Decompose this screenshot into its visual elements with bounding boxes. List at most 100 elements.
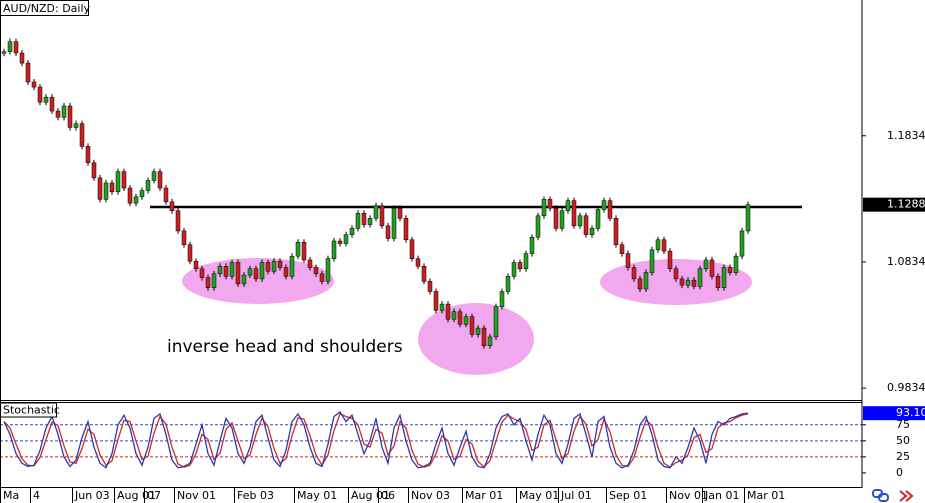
x-tick-label: 06 — [381, 489, 395, 502]
candle — [277, 260, 283, 268]
candle — [163, 187, 169, 203]
candle — [577, 215, 583, 227]
candle — [289, 255, 295, 277]
x-tick-label: May 01 — [519, 489, 559, 502]
candle — [133, 196, 139, 204]
candle — [547, 199, 553, 209]
candle — [187, 244, 193, 262]
candle — [295, 242, 301, 257]
candle — [265, 262, 271, 272]
candle — [361, 212, 367, 225]
candle — [73, 123, 79, 128]
x-tick-label: Jun 03 — [74, 489, 110, 502]
x-tick-label: 07 — [147, 489, 161, 502]
candle — [85, 146, 91, 164]
indicator-title: Stochastic — [3, 404, 60, 417]
candle — [691, 279, 697, 287]
y-tick-label: 1.0834 — [887, 255, 925, 268]
price-marker-label: 1.1288 — [887, 198, 925, 211]
stochastic-line — [3, 413, 749, 469]
candle — [259, 262, 265, 280]
candle — [139, 190, 145, 198]
candle — [211, 273, 217, 288]
candle — [529, 236, 535, 254]
candle — [553, 207, 559, 229]
candle — [199, 268, 205, 278]
candle — [481, 327, 487, 346]
candle — [355, 212, 361, 229]
x-tick-label: Nov 01 — [669, 489, 708, 502]
candle — [37, 86, 43, 103]
candle — [637, 278, 643, 290]
candle — [223, 265, 229, 277]
candle — [601, 200, 607, 210]
candle — [331, 240, 337, 259]
candle — [337, 240, 343, 244]
candle — [427, 281, 433, 292]
candle — [13, 41, 19, 54]
x-tick-label: Nov 03 — [411, 489, 450, 502]
candle — [55, 110, 61, 118]
scroll-icon[interactable] — [899, 490, 914, 502]
candle — [421, 265, 427, 282]
candle — [739, 230, 745, 257]
candle — [169, 201, 175, 211]
y-tick-label: 75 — [896, 418, 910, 431]
x-tick-label: Mar 01 — [747, 489, 785, 502]
chart-title: AUD/NZD: Daily — [3, 2, 91, 15]
candle — [241, 274, 247, 285]
candle — [733, 255, 739, 273]
candle — [79, 123, 85, 147]
candle — [715, 276, 721, 288]
x-tick-label: Sep 01 — [609, 489, 647, 502]
candle — [49, 96, 55, 112]
candle — [97, 177, 103, 200]
stochastic-line — [3, 411, 749, 469]
x-tick-label: Feb 03 — [237, 489, 274, 502]
candle — [343, 234, 349, 244]
candle — [181, 230, 187, 246]
candle — [91, 162, 97, 179]
candle — [247, 268, 253, 276]
candle — [121, 171, 127, 189]
candle — [151, 171, 157, 181]
candle — [643, 272, 649, 290]
candle — [67, 105, 73, 128]
candle — [541, 199, 547, 217]
x-tick-label: Aug 01 — [351, 489, 390, 502]
candle — [625, 253, 631, 268]
candle — [493, 306, 499, 338]
candle — [475, 327, 481, 335]
candle — [709, 259, 715, 277]
candle — [667, 250, 673, 270]
candle — [349, 228, 355, 235]
x-tick-label: Jul 01 — [560, 489, 592, 502]
candle — [253, 268, 259, 280]
candle — [655, 239, 661, 251]
y-tick-label: 0 — [896, 466, 903, 479]
candle — [451, 311, 457, 320]
candle — [229, 262, 235, 277]
candle — [523, 253, 529, 270]
candle — [433, 291, 439, 311]
indicator-title-box — [0, 402, 57, 418]
y-tick-label: 50 — [896, 434, 910, 447]
x-tick-label: Jan 01 — [704, 489, 739, 502]
candle — [205, 277, 211, 288]
y-tick-label: 0.9834 — [887, 381, 925, 394]
candle — [535, 215, 541, 238]
candle — [613, 218, 619, 246]
candle — [457, 311, 463, 325]
candle — [517, 262, 523, 270]
candle — [571, 200, 577, 227]
y-tick-label: 25 — [896, 450, 910, 463]
link-icon[interactable] — [872, 489, 889, 502]
x-tick-label: Ma — [3, 489, 19, 502]
candle — [415, 258, 421, 267]
candle — [685, 279, 691, 286]
indicator-marker — [863, 406, 925, 421]
candle — [679, 278, 685, 286]
candle — [469, 316, 475, 335]
